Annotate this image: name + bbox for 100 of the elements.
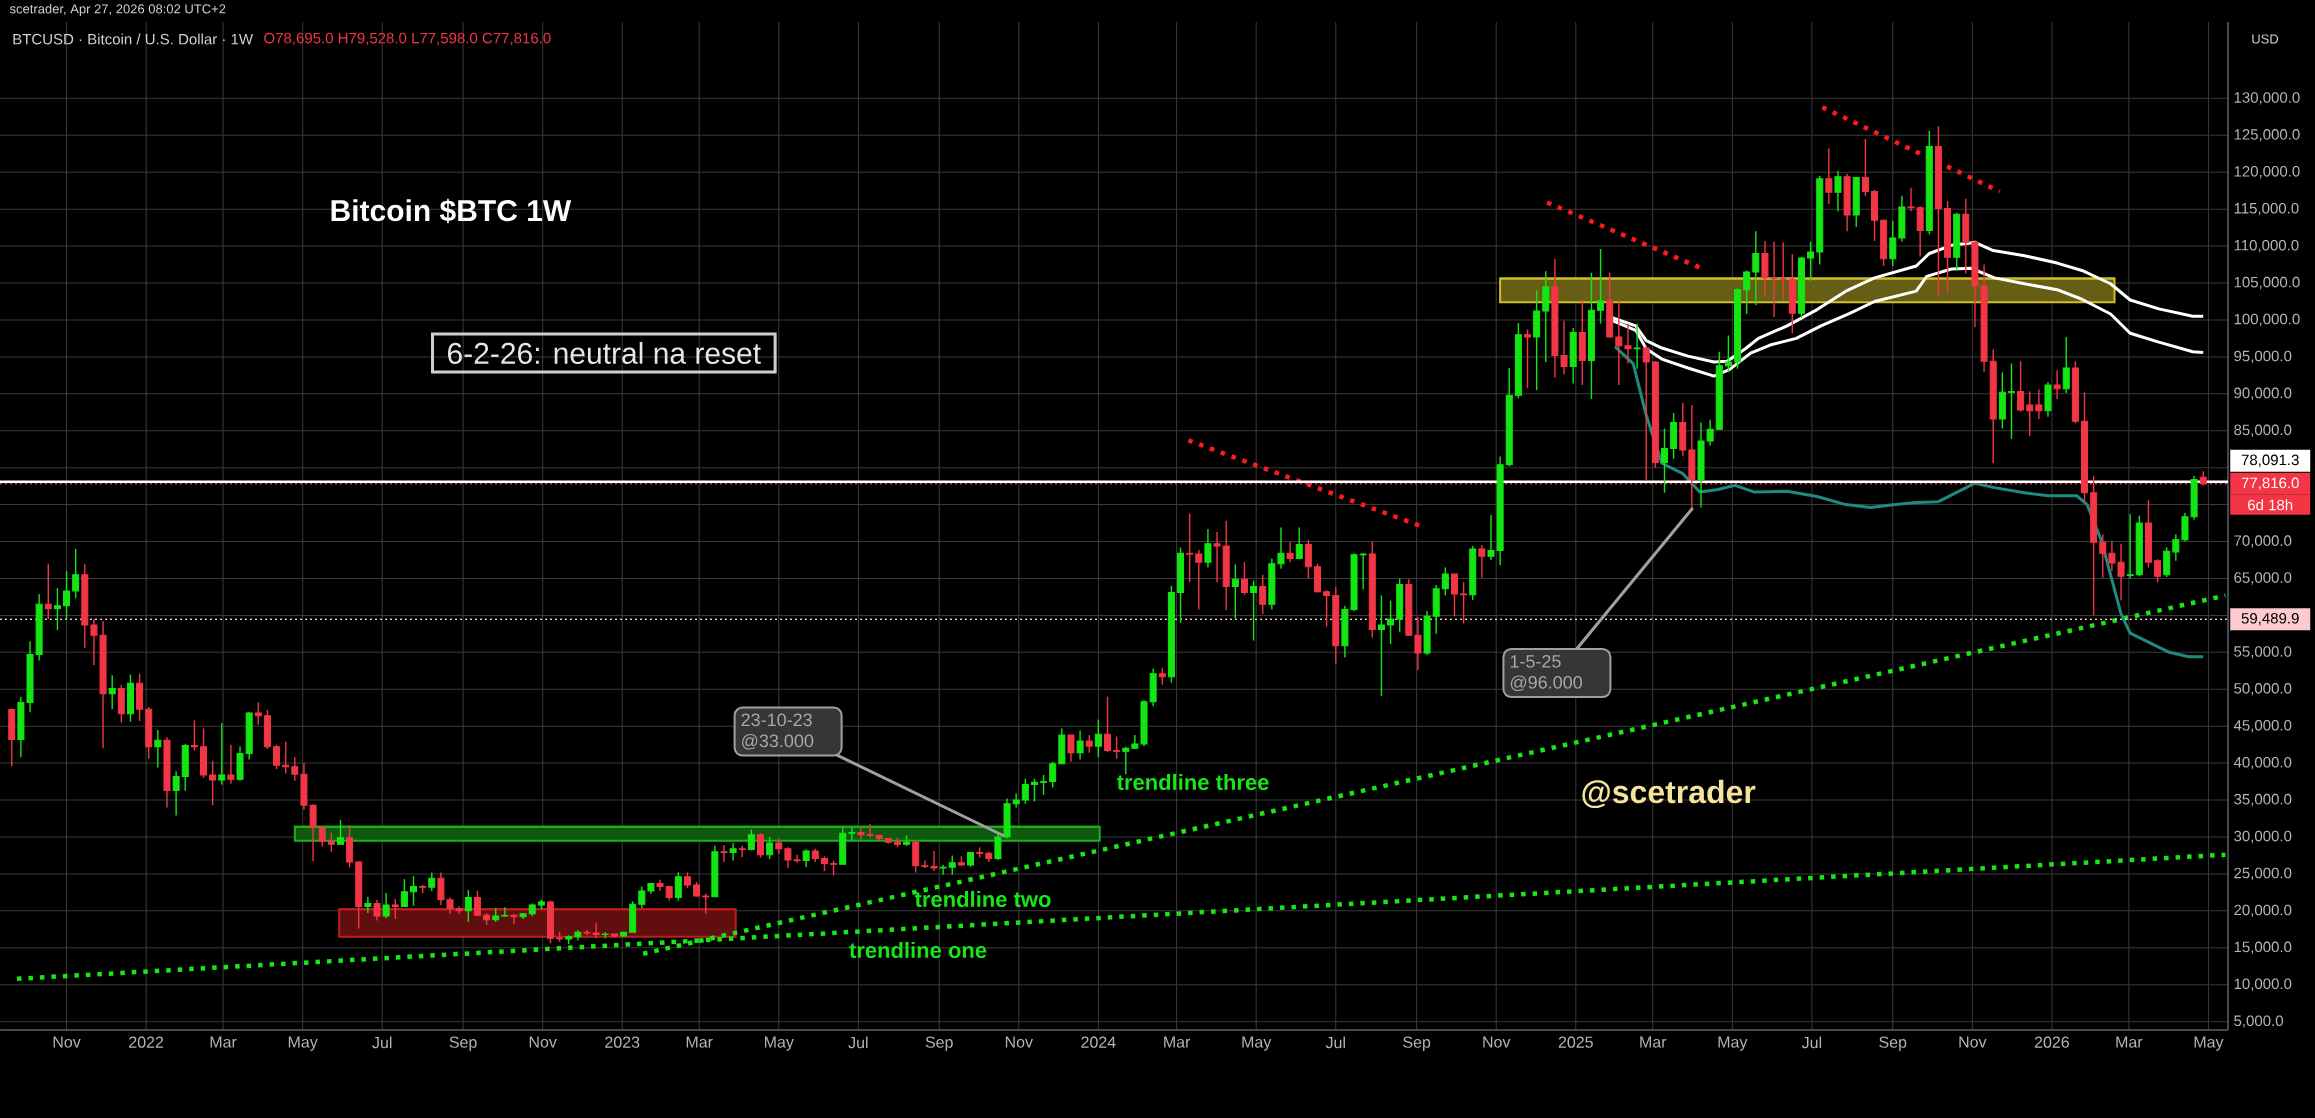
y-tick-label: 90,000.0 xyxy=(2234,387,2292,400)
candlestick xyxy=(1377,594,1385,697)
x-tick-label: Nov xyxy=(1483,1036,1511,1048)
candlestick xyxy=(757,832,765,859)
candlestick xyxy=(336,819,344,846)
candlestick xyxy=(1295,526,1303,560)
x-tick-label: Jul xyxy=(1801,1036,1822,1049)
x-tick-label: Nov xyxy=(529,1036,557,1048)
candlestick xyxy=(1103,695,1111,753)
candlestick xyxy=(1478,544,1486,579)
text: 6d 18h xyxy=(2248,499,2293,511)
candlestick xyxy=(72,548,80,600)
text: scetrader, Apr 27, 2026 08:02 UTC+2 xyxy=(9,3,226,17)
candlestick xyxy=(327,831,335,853)
candlestick xyxy=(1743,269,1751,315)
x-tick-label: Sep xyxy=(1403,1036,1431,1052)
candlestick xyxy=(1286,540,1294,563)
x-tick-label: 2026 xyxy=(2034,1036,2069,1048)
x-tick-label: Sep xyxy=(1879,1036,1907,1052)
candlestick xyxy=(373,899,381,922)
candlestick xyxy=(209,760,217,806)
x-tick-label: Sep xyxy=(449,1036,477,1052)
annotation: 6-2-26: neutral na reset xyxy=(448,341,761,364)
candlestick xyxy=(2007,362,2015,440)
y-tick-label: 45,000.0 xyxy=(2233,719,2292,733)
candlestick xyxy=(1825,147,1833,205)
candlestick xyxy=(53,587,61,631)
candlestick xyxy=(1250,579,1258,642)
x-tick-label: Mar xyxy=(686,1036,713,1048)
annotation: Bitcoin $BTC 1W xyxy=(331,198,572,224)
candlestick xyxy=(1067,734,1075,763)
candlestick xyxy=(1524,328,1532,389)
candlestick xyxy=(391,898,399,920)
annotation: 23-10-23 @33.000 xyxy=(741,713,814,750)
candlestick xyxy=(1779,241,1787,301)
candlestick xyxy=(1597,248,1605,325)
y-tick-label: 50,000.0 xyxy=(2234,683,2292,696)
candlestick xyxy=(1907,187,1915,213)
candlestick xyxy=(455,905,463,915)
candlestick xyxy=(382,892,390,919)
candlestick xyxy=(1889,220,1897,267)
candlestick xyxy=(729,842,737,862)
candlestick xyxy=(1615,300,1623,386)
candlestick xyxy=(2172,533,2180,562)
candlestick xyxy=(1049,760,1057,789)
x-tick-label: Mar xyxy=(210,1036,237,1048)
candlestick xyxy=(674,871,682,902)
y-tick-label: 120,000.0 xyxy=(2234,166,2300,179)
candlestick xyxy=(939,864,947,876)
y-tick-label: 20,000.0 xyxy=(2234,904,2292,918)
y-tick-label: 115,000.0 xyxy=(2234,202,2299,216)
candlestick xyxy=(154,729,162,769)
x-tick-label: May xyxy=(1242,1036,1272,1051)
annotation: @scetrader xyxy=(1582,779,1756,809)
candlestick xyxy=(2099,533,2107,579)
ref-line-label: 78,091.3 xyxy=(2241,454,2299,467)
x-tick-label: Nov xyxy=(1959,1036,1987,1048)
x-tick-label: Jul xyxy=(372,1036,392,1049)
candlestick xyxy=(364,896,372,914)
x-tick-label: May xyxy=(288,1036,318,1051)
candlestick xyxy=(2163,546,2171,578)
y-tick-label: 125,000.0 xyxy=(2234,129,2300,142)
annotation: 1-5-25 @96.000 xyxy=(1510,654,1583,692)
candlestick xyxy=(1113,735,1121,760)
candlestick xyxy=(1030,777,1038,803)
candlestick xyxy=(464,889,472,923)
candlestick xyxy=(1916,205,1924,258)
candlestick xyxy=(948,854,956,876)
y-tick-label: 35,000.0 xyxy=(2234,793,2292,807)
candlestick xyxy=(638,885,646,909)
candlestick xyxy=(702,893,710,915)
candlestick xyxy=(1660,427,1668,494)
candlestick xyxy=(1450,573,1458,617)
candlestick xyxy=(2035,388,2043,420)
y-tick-label: 130,000.0 xyxy=(2234,92,2300,105)
candlestick xyxy=(44,562,52,620)
candlestick xyxy=(218,722,226,786)
candlestick xyxy=(1240,561,1248,596)
candlestick xyxy=(1204,528,1212,569)
candlestick xyxy=(1807,240,1815,282)
x-tick-label: May xyxy=(2194,1036,2224,1051)
candlestick xyxy=(1323,589,1331,628)
annotation: trendline three xyxy=(1116,773,1269,791)
candlestick xyxy=(227,743,235,785)
candlestick xyxy=(1624,322,1632,365)
candlestick xyxy=(2017,360,2025,413)
candlestick xyxy=(291,756,299,782)
y-tick-label: 110,000.0 xyxy=(2234,239,2299,253)
candlestick xyxy=(501,906,509,918)
candlestick xyxy=(1414,616,1422,671)
y-axis-title: USD xyxy=(2252,34,2279,44)
x-tick-label: Mar xyxy=(2116,1036,2143,1048)
x-tick-label: Jul xyxy=(1325,1036,1345,1049)
candlestick xyxy=(1304,539,1312,580)
candlestick xyxy=(1231,563,1239,620)
candlestick xyxy=(1122,746,1130,775)
x-tick-label: 2023 xyxy=(605,1036,640,1048)
x-tick-label: 2024 xyxy=(1081,1036,1116,1048)
y-tick-label: 95,000.0 xyxy=(2234,350,2292,364)
x-tick-label: May xyxy=(764,1036,794,1051)
